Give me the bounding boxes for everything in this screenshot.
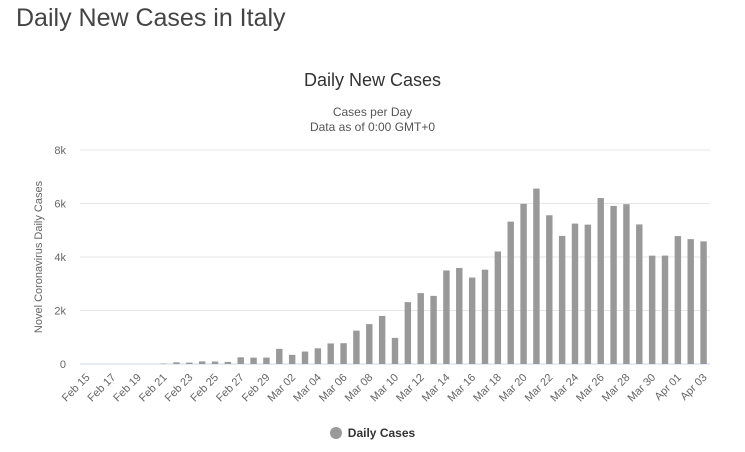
bar xyxy=(288,354,296,364)
x-tick-label: Mar 04 xyxy=(291,372,324,405)
chart-subtitle: Cases per Day xyxy=(332,105,413,119)
bar xyxy=(661,255,669,364)
x-tick-label: Mar 26 xyxy=(574,372,607,405)
legend[interactable]: Daily Cases xyxy=(0,426,745,440)
legend-label: Daily Cases xyxy=(347,426,416,440)
bar xyxy=(237,357,244,364)
x-tick-label: Mar 18 xyxy=(471,372,504,405)
bar xyxy=(597,198,604,364)
bar xyxy=(623,204,630,364)
bar xyxy=(443,270,450,364)
y-tick-label: 8k xyxy=(54,145,66,157)
x-tick-label: Mar 22 xyxy=(523,372,556,405)
bar xyxy=(648,255,656,364)
bar xyxy=(314,348,322,364)
bar xyxy=(610,205,617,364)
bar xyxy=(211,361,219,364)
y-axis-title: Novel Coronavirus Daily Cases xyxy=(33,180,45,333)
bar xyxy=(674,236,682,364)
bar xyxy=(404,302,412,364)
x-tick-label: Mar 24 xyxy=(548,372,581,405)
bar xyxy=(301,351,309,364)
bar xyxy=(353,330,360,364)
bar xyxy=(173,362,180,364)
bar xyxy=(263,357,270,364)
x-tick-label: Apr 01 xyxy=(653,372,684,403)
x-tick-label: Feb 23 xyxy=(163,372,196,405)
x-tick-label: Feb 29 xyxy=(240,372,273,405)
x-tick-label: Feb 21 xyxy=(137,372,170,405)
x-tick-label: Mar 10 xyxy=(368,372,401,405)
bar xyxy=(327,343,334,364)
y-tick-label: 0 xyxy=(60,359,66,371)
bar xyxy=(186,362,193,364)
bar xyxy=(558,235,566,364)
bar xyxy=(224,361,232,364)
bar xyxy=(340,343,347,364)
x-tick-label: Feb 19 xyxy=(111,372,144,405)
x-tick-label: Mar 02 xyxy=(266,372,299,405)
bar xyxy=(687,239,694,364)
x-tick-label: Mar 28 xyxy=(600,372,633,405)
chart-subtitle-date: Data as of 0:00 GMT+0 xyxy=(309,120,436,134)
bar xyxy=(546,215,553,364)
bar xyxy=(430,295,437,364)
y-tick-label: 4k xyxy=(54,252,66,264)
bar xyxy=(494,251,502,364)
bar xyxy=(636,224,643,364)
x-tick-label: Mar 14 xyxy=(420,372,453,405)
bar xyxy=(456,267,463,364)
bar xyxy=(507,221,514,364)
x-tick-label: Feb 17 xyxy=(86,372,119,405)
x-tick-label: Mar 12 xyxy=(394,372,427,405)
x-tick-label: Feb 27 xyxy=(214,372,247,405)
bar xyxy=(533,188,540,364)
bar xyxy=(391,337,399,364)
x-tick-label: Apr 03 xyxy=(678,372,709,403)
x-tick-label: Mar 06 xyxy=(317,372,350,405)
bar xyxy=(378,315,386,364)
bar xyxy=(468,277,476,364)
bar xyxy=(276,348,283,364)
x-tick-label: Mar 30 xyxy=(626,372,659,405)
chart-title: Daily New Cases xyxy=(303,70,442,90)
bar xyxy=(520,203,527,364)
x-tick-label: Mar 20 xyxy=(497,372,530,405)
y-tick-label: 6k xyxy=(54,199,66,211)
legend-marker xyxy=(329,427,342,439)
page-heading: Daily New Cases in Italy xyxy=(16,4,286,32)
x-tick-label: Feb 25 xyxy=(188,372,221,405)
bar xyxy=(250,357,257,364)
bar xyxy=(417,293,424,364)
x-tick-label: Mar 08 xyxy=(343,372,376,405)
y-tick-label: 2k xyxy=(54,306,66,318)
x-tick-label: Feb 15 xyxy=(60,372,93,405)
bar xyxy=(571,223,579,364)
bar xyxy=(481,269,489,364)
x-tick-label: Mar 16 xyxy=(446,372,479,405)
bar xyxy=(584,224,592,364)
bar xyxy=(366,324,373,364)
bar xyxy=(700,241,707,364)
bar xyxy=(198,361,206,364)
